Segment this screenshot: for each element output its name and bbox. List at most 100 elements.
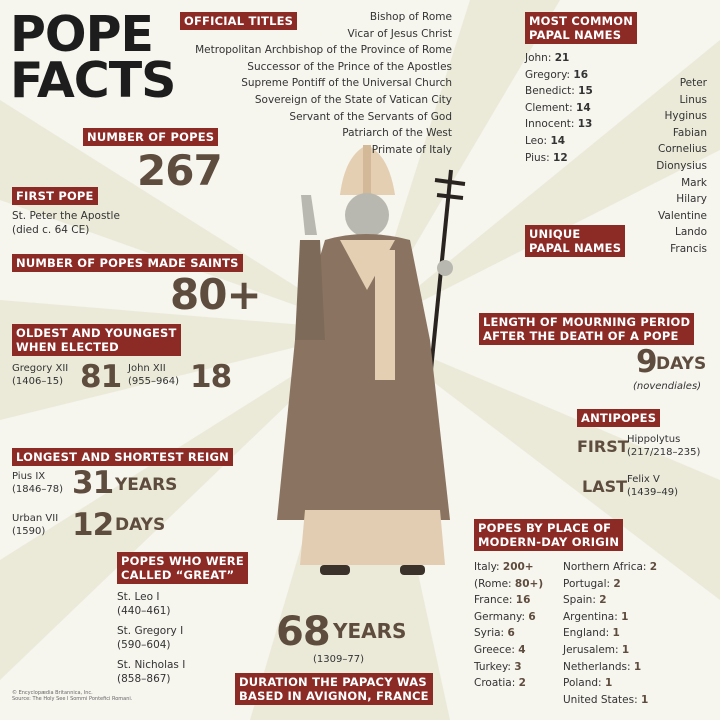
unique-names-label: UNIQUE PAPAL NAMES — [525, 225, 626, 257]
antipope-first-tag: FIRST — [577, 437, 629, 456]
count: 1 — [621, 610, 629, 623]
origin-item: (Rome: 80+) — [474, 576, 543, 593]
alb — [300, 510, 445, 565]
count: 15 — [578, 85, 593, 98]
origin-item: Turkey: 3 — [474, 659, 543, 676]
common-name-item: Benedict: 15 — [525, 83, 593, 100]
pope-years: (440–461) — [117, 604, 171, 617]
label-line: BASED IN AVIGNON, FRANCE — [239, 689, 429, 703]
pope-name: Gregory XII — [12, 363, 69, 374]
unique-name: Peter — [679, 77, 707, 89]
shortest-reign-pope: Urban VII (1590) — [12, 512, 58, 538]
count: 12 — [553, 151, 568, 164]
unique-name: Linus — [679, 93, 707, 106]
official-title: Vicar of Jesus Christ — [347, 27, 453, 40]
official-title: Primate of Italy — [371, 143, 452, 156]
origin-label: POPES BY PLACE OF MODERN-DAY ORIGIN — [474, 519, 624, 551]
place: France: — [474, 594, 516, 607]
place: United States: — [563, 693, 641, 706]
pope-years: (1406–15) — [12, 376, 63, 387]
antipope-last: Felix V (1439–49) — [627, 473, 678, 499]
oldest-pope: Gregory XII (1406–15) — [12, 362, 68, 388]
origin-item: Northern Africa: 2 — [563, 559, 657, 576]
origin-column-1: Italy: 200+ (Rome: 80+) France: 16 Germany:… — [474, 559, 543, 692]
official-title: Successor of the Prince of the Apostles — [247, 60, 452, 73]
common-name-item: Clement: 14 — [525, 100, 593, 117]
count: 16 — [573, 68, 589, 81]
origin-column-2: Northern Africa: 2 Portugal: 2 Spain: 2 Arg… — [563, 559, 657, 708]
pope-years: (1846–78) — [12, 484, 63, 495]
antipope-first: Hippolytus (217/218–235) — [627, 433, 700, 459]
youngest-age: 18 — [190, 359, 232, 395]
count: 13 — [577, 118, 593, 131]
origin-item: Poland: 1 — [563, 675, 657, 692]
common-name-item: John: 21 — [525, 50, 593, 67]
place: (Rome: — [474, 577, 515, 590]
first-pope-label: FIRST POPE — [12, 187, 98, 205]
youngest-pope: John XII (955–964) — [128, 362, 179, 388]
antipope-name: Felix V — [627, 474, 660, 485]
mourning-label: LENGTH OF MOURNING PERIOD AFTER THE DEATH… — [479, 313, 695, 345]
antipopes-label: ANTIPOPES — [577, 409, 661, 427]
common-name-item: Leo: 14 — [525, 133, 593, 150]
unique-name: Francis — [670, 242, 707, 255]
pope-years: (590–604) — [117, 638, 171, 651]
unique-name: Dionysius — [656, 159, 707, 172]
count: 16 — [515, 594, 531, 607]
title-line: FACTS — [10, 52, 176, 109]
origin-item: Jerusalem: 1 — [563, 642, 657, 659]
first-pope-name: St. Peter the Apostle — [12, 210, 120, 222]
count: 1 — [640, 693, 649, 706]
origin-item: Spain: 2 — [563, 592, 657, 609]
place: Spain: — [563, 594, 600, 607]
label-line: LENGTH OF MOURNING PERIOD — [483, 315, 691, 329]
pope-name: St. Gregory I — [117, 625, 184, 637]
count: 3 — [514, 660, 522, 673]
common-name-item: Innocent: 13 — [525, 116, 593, 133]
origin-item: Greece: 4 — [474, 642, 543, 659]
origin-item: Germany: 6 — [474, 609, 543, 626]
name: Leo: — [525, 134, 551, 147]
number-of-popes-value: 267 — [137, 146, 223, 195]
oldest-youngest-label: OLDEST AND YOUNGEST WHEN ELECTED — [12, 324, 181, 356]
count: 6 — [528, 610, 536, 623]
unique-name: Valentine — [658, 209, 707, 222]
great-popes-list: St. Leo I (440–461) St. Gregory I (590–604)… — [117, 591, 185, 693]
label-line: WHEN ELECTED — [16, 340, 119, 354]
origin-item: Netherlands: 1 — [563, 659, 657, 676]
label-line: POPES BY PLACE OF — [478, 521, 612, 535]
label-line: DURATION THE PAPACY WAS — [239, 675, 427, 689]
origin-item: Croatia: 2 — [474, 675, 543, 692]
place: Argentina: — [563, 610, 622, 623]
mourning-unit: DAYS — [656, 354, 707, 374]
official-title: Sovereign of the State of Vatican City — [254, 93, 452, 106]
face — [345, 193, 389, 237]
label-line: AFTER THE DEATH OF A POPE — [483, 329, 679, 343]
place: Portugal: — [563, 577, 614, 590]
pope-illustration — [277, 145, 466, 575]
avignon-label: DURATION THE PAPACY WAS BASED IN AVIGNON,… — [235, 673, 433, 705]
count: 21 — [554, 52, 570, 64]
count: 2 — [599, 594, 607, 607]
great-pope: St. Leo I (440–461) — [117, 591, 185, 618]
common-name-item: Gregory: 16 — [525, 67, 593, 84]
official-title: Supreme Pontiff of the Universal Church — [241, 77, 452, 90]
first-pope-date: (died c. 64 CE) — [12, 224, 90, 236]
place: Syria: — [474, 627, 508, 640]
pope-name: St. Nicholas I — [117, 659, 186, 671]
shortest-reign-unit: DAYS — [115, 515, 166, 535]
title-line: POPE — [10, 6, 154, 63]
pope-years: (955–964) — [128, 376, 179, 387]
common-names-label: MOST COMMON PAPAL NAMES — [525, 12, 638, 44]
count: 1 — [612, 627, 620, 640]
official-titles-list: Bishop of Rome Vicar of Jesus Christ Metro… — [195, 9, 452, 158]
count: 80+) — [514, 577, 544, 590]
longest-reign-unit: YEARS — [115, 475, 178, 495]
common-name-item: Pius: 12 — [525, 150, 593, 167]
raised-hand — [301, 195, 317, 235]
credits: © Encyclopædia Britannica, Inc. Source: T… — [12, 690, 132, 702]
unique-name: Hyginus — [664, 110, 707, 123]
mourning-note: (novendiales) — [633, 381, 702, 392]
label-line: MOST COMMON — [529, 14, 634, 28]
